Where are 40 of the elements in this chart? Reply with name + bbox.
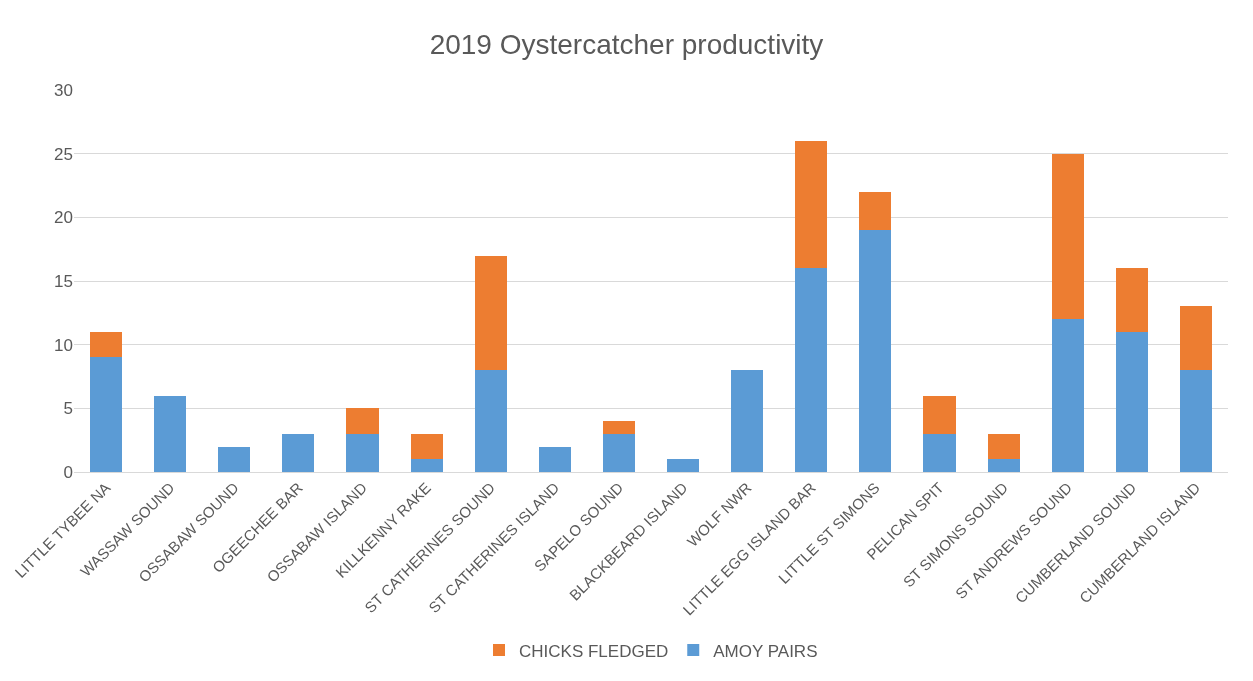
y-tick-label: 0 <box>63 462 73 482</box>
bar <box>410 459 443 472</box>
bar <box>474 255 507 371</box>
bar <box>859 230 892 472</box>
chart-title: 2019 Oystercatcher productivity <box>429 28 824 60</box>
bar <box>1051 153 1084 320</box>
bar <box>731 370 764 472</box>
bar <box>923 433 956 472</box>
bar <box>602 421 635 434</box>
bar <box>859 191 892 231</box>
y-tick-label: 30 <box>54 80 73 100</box>
bar <box>1115 268 1148 332</box>
legend-label: CHICKS FLEDGED <box>519 641 669 661</box>
bar <box>795 268 828 472</box>
bar <box>282 433 315 472</box>
y-tick-label: 10 <box>54 335 73 355</box>
legend-label: AMOY PAIRS <box>713 641 818 661</box>
y-tick-label: 20 <box>54 208 73 228</box>
bar <box>795 140 828 269</box>
bar <box>538 446 571 472</box>
bar <box>154 395 187 472</box>
bar <box>1051 319 1084 472</box>
bar <box>410 433 443 460</box>
bar <box>474 370 507 472</box>
y-tick-label: 15 <box>54 271 73 291</box>
bar <box>90 331 123 358</box>
y-tick-label: 5 <box>63 399 73 419</box>
bar <box>90 357 123 472</box>
bar <box>1115 331 1148 472</box>
bar <box>987 433 1020 460</box>
bar <box>346 433 379 472</box>
bar <box>602 433 635 472</box>
bar <box>923 395 956 434</box>
bar <box>218 446 251 472</box>
y-tick-label: 25 <box>54 144 73 164</box>
bar <box>346 408 379 434</box>
bar <box>1179 370 1212 472</box>
bar <box>987 459 1020 472</box>
bar <box>667 459 700 472</box>
bar <box>1179 306 1212 371</box>
